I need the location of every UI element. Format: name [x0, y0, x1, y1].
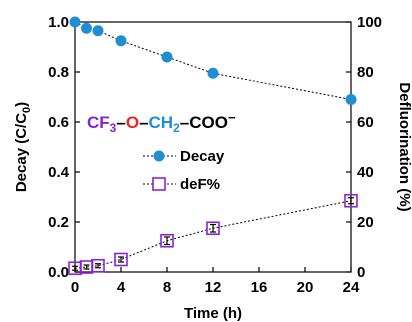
- formula-ch: CH: [149, 113, 174, 132]
- x-tick-label: 8: [163, 279, 171, 296]
- decay-point: [161, 51, 173, 63]
- formula-cf: CF: [87, 113, 110, 132]
- formula-dash1: –: [116, 113, 125, 132]
- x-tick-label: 16: [251, 279, 268, 296]
- left-tick-label: 0.6: [48, 114, 69, 131]
- legend-def-label: deF%: [180, 176, 220, 193]
- right-tick-label: 20: [357, 214, 374, 231]
- left-axis-label-sub: 0: [21, 107, 33, 113]
- x-tick-label: 20: [297, 279, 314, 296]
- left-tick-label: 0.4: [48, 164, 70, 181]
- formula-sub3: 3: [110, 121, 117, 135]
- x-tick-label: 12: [205, 279, 222, 296]
- left-axis-label-end: ): [13, 102, 30, 107]
- right-tick-label: 60: [357, 114, 374, 131]
- left-axis-label-main: Decay (C/C: [13, 113, 30, 192]
- decay-point: [207, 67, 219, 79]
- def-point: [91, 258, 105, 273]
- decay-point: [81, 22, 92, 34]
- x-tick-label: 24: [343, 279, 360, 296]
- right-tick-label: 100: [357, 14, 382, 31]
- formula-coo: COO: [189, 113, 228, 132]
- formula-sub2: 2: [173, 121, 180, 135]
- legend-decay-label: Decay: [180, 148, 225, 165]
- formula-dash3: –: [180, 113, 189, 132]
- legend-def-marker: [152, 177, 166, 191]
- decay-point: [115, 35, 127, 47]
- formula-dash2: –: [139, 113, 148, 132]
- right-tick-label: 0: [357, 264, 365, 281]
- formula-o: O: [126, 113, 139, 132]
- decay-point: [92, 25, 104, 37]
- series-layer: [68, 16, 358, 276]
- left-axis-label: Decay (C/C0): [13, 102, 33, 192]
- def-point: [114, 252, 128, 267]
- left-tick-label: 0.2: [48, 214, 69, 231]
- decay-series-line: [74, 21, 352, 100]
- x-tick-label: 4: [117, 279, 126, 296]
- formula-charge: −: [228, 110, 236, 125]
- left-axis-ticks: 0.0 0.2 0.4 0.6 0.8 1.0: [48, 14, 80, 281]
- def-point: [344, 193, 358, 208]
- legend: Decay deF%: [143, 148, 225, 193]
- right-tick-label: 80: [357, 64, 374, 81]
- x-tick-label: 0: [71, 279, 79, 296]
- def-point: [206, 221, 220, 236]
- x-axis-label: Time (h): [184, 305, 242, 322]
- decay-point: [345, 94, 357, 105]
- decay-point: [69, 16, 81, 28]
- def-point: [160, 233, 174, 248]
- right-tick-label: 40: [357, 164, 374, 181]
- right-axis-ticks: 0 20 40 60 80 100: [346, 14, 382, 281]
- left-tick-label: 1.0: [48, 14, 69, 31]
- x-axis-ticks: 0 4 8 12 16 20 24: [71, 267, 360, 296]
- left-tick-label: 0.8: [48, 64, 69, 81]
- legend-decay-marker: [153, 150, 165, 162]
- right-axis-label: Defluorination (%): [396, 82, 412, 211]
- formula-annotation: CF3–O–CH2–COO−: [87, 110, 236, 135]
- left-tick-label: 0.0: [48, 264, 69, 281]
